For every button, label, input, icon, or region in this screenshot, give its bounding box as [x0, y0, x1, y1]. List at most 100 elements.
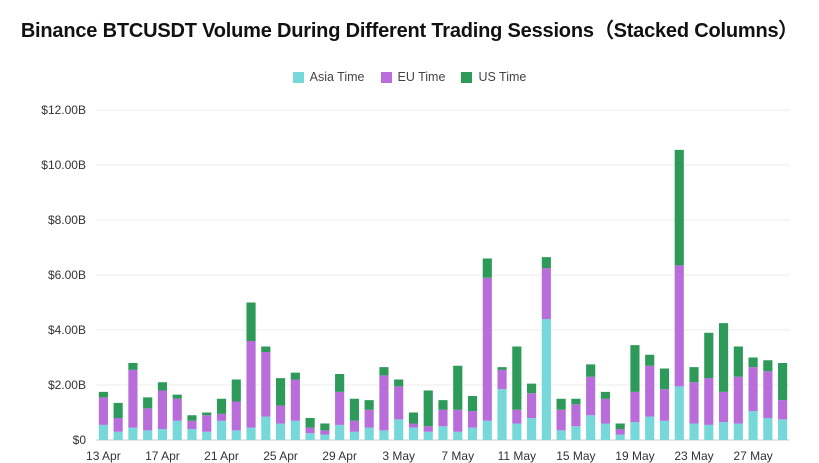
bar-segment-asia-time[interactable]: [541, 319, 551, 440]
bar-segment-eu-time[interactable]: [423, 426, 433, 432]
bar-segment-asia-time[interactable]: [364, 427, 374, 441]
bar-segment-eu-time[interactable]: [231, 401, 241, 431]
bar-segment-us-time[interactable]: [172, 394, 182, 399]
bar-segment-asia-time[interactable]: [187, 429, 197, 440]
bar-segment-us-time[interactable]: [202, 412, 212, 416]
bar-segment-asia-time[interactable]: [349, 431, 359, 440]
bar-segment-asia-time[interactable]: [290, 420, 300, 440]
bar-segment-us-time[interactable]: [541, 257, 551, 269]
bar-segment-eu-time[interactable]: [379, 375, 389, 431]
bar-segment-asia-time[interactable]: [615, 434, 625, 441]
bar-segment-eu-time[interactable]: [216, 413, 227, 421]
bar-segment-us-time[interactable]: [571, 398, 581, 405]
bar-segment-asia-time[interactable]: [689, 423, 699, 441]
bar-segment-asia-time[interactable]: [527, 418, 537, 440]
bar-segment-asia-time[interactable]: [157, 429, 168, 440]
bar-segment-asia-time[interactable]: [172, 420, 182, 440]
bar-segment-asia-time[interactable]: [423, 431, 433, 440]
bar-segment-asia-time[interactable]: [704, 424, 714, 441]
bar-segment-asia-time[interactable]: [453, 431, 463, 440]
bar-segment-eu-time[interactable]: [556, 409, 566, 431]
bar-segment-us-time[interactable]: [482, 258, 492, 278]
bar-segment-eu-time[interactable]: [172, 398, 182, 421]
bar-segment-us-time[interactable]: [349, 398, 359, 421]
bar-segment-us-time[interactable]: [143, 397, 153, 409]
bar-segment-eu-time[interactable]: [261, 352, 271, 417]
bar-segment-eu-time[interactable]: [541, 268, 551, 320]
bar-segment-us-time[interactable]: [379, 367, 389, 376]
bar-segment-eu-time[interactable]: [718, 391, 729, 423]
bar-segment-asia-time[interactable]: [98, 424, 108, 441]
bar-segment-eu-time[interactable]: [674, 265, 684, 387]
bar-segment-asia-time[interactable]: [674, 386, 684, 441]
bar-segment-us-time[interactable]: [556, 398, 566, 410]
bar-segment-asia-time[interactable]: [231, 430, 241, 441]
bar-segment-us-time[interactable]: [290, 372, 300, 380]
bar-segment-asia-time[interactable]: [438, 426, 448, 440]
bar-segment-us-time[interactable]: [157, 382, 168, 391]
bar-segment-asia-time[interactable]: [763, 418, 773, 440]
bar-segment-asia-time[interactable]: [586, 415, 596, 440]
bar-segment-asia-time[interactable]: [202, 431, 212, 440]
bar-segment-us-time[interactable]: [113, 402, 123, 419]
bar-segment-eu-time[interactable]: [349, 420, 359, 432]
bar-segment-us-time[interactable]: [231, 379, 241, 402]
bar-segment-eu-time[interactable]: [202, 415, 212, 432]
bar-segment-us-time[interactable]: [645, 354, 655, 366]
bar-segment-eu-time[interactable]: [689, 382, 699, 424]
bar-segment-eu-time[interactable]: [364, 409, 374, 428]
bar-segment-us-time[interactable]: [630, 345, 640, 392]
bar-segment-eu-time[interactable]: [630, 391, 640, 423]
bar-segment-us-time[interactable]: [615, 423, 625, 430]
bar-segment-eu-time[interactable]: [482, 277, 492, 421]
bar-segment-asia-time[interactable]: [394, 419, 404, 441]
bar-segment-eu-time[interactable]: [128, 369, 138, 428]
bar-segment-us-time[interactable]: [659, 368, 670, 390]
bar-segment-us-time[interactable]: [674, 149, 684, 266]
bar-segment-us-time[interactable]: [733, 346, 743, 377]
bar-segment-asia-time[interactable]: [659, 420, 670, 440]
bar-segment-eu-time[interactable]: [157, 390, 168, 430]
bar-segment-us-time[interactable]: [187, 415, 197, 421]
bar-segment-asia-time[interactable]: [467, 427, 478, 441]
bar-segment-asia-time[interactable]: [718, 422, 729, 441]
bar-segment-us-time[interactable]: [763, 360, 773, 372]
bar-segment-asia-time[interactable]: [630, 422, 640, 441]
bar-segment-asia-time[interactable]: [482, 420, 492, 440]
bar-segment-us-time[interactable]: [98, 391, 108, 398]
bar-segment-us-time[interactable]: [320, 423, 330, 431]
bar-segment-asia-time[interactable]: [320, 434, 330, 441]
bar-segment-us-time[interactable]: [438, 400, 448, 410]
bar-segment-eu-time[interactable]: [467, 411, 478, 428]
bar-segment-eu-time[interactable]: [143, 408, 153, 431]
bar-segment-us-time[interactable]: [335, 374, 345, 392]
bar-segment-us-time[interactable]: [527, 383, 537, 394]
bar-segment-eu-time[interactable]: [615, 429, 625, 435]
bar-segment-eu-time[interactable]: [394, 386, 404, 420]
bar-segment-us-time[interactable]: [748, 357, 758, 368]
bar-segment-us-time[interactable]: [497, 367, 507, 370]
bar-segment-us-time[interactable]: [261, 346, 271, 353]
bar-segment-asia-time[interactable]: [556, 430, 566, 441]
bar-segment-us-time[interactable]: [394, 379, 404, 387]
bar-segment-asia-time[interactable]: [128, 427, 138, 441]
bar-segment-us-time[interactable]: [246, 302, 256, 342]
bar-segment-eu-time[interactable]: [113, 418, 123, 432]
bar-segment-us-time[interactable]: [704, 332, 714, 379]
bar-segment-us-time[interactable]: [423, 390, 433, 427]
bar-segment-us-time[interactable]: [689, 367, 699, 383]
bar-segment-eu-time[interactable]: [600, 398, 610, 424]
bar-segment-asia-time[interactable]: [379, 430, 389, 441]
bar-segment-eu-time[interactable]: [586, 376, 596, 416]
legend-item-asia-time[interactable]: Asia Time: [292, 70, 365, 84]
bar-segment-asia-time[interactable]: [305, 433, 315, 441]
bar-segment-us-time[interactable]: [778, 363, 788, 401]
bar-segment-asia-time[interactable]: [748, 411, 758, 441]
bar-segment-us-time[interactable]: [216, 398, 227, 414]
bar-segment-eu-time[interactable]: [305, 427, 315, 434]
bar-segment-eu-time[interactable]: [276, 405, 286, 424]
bar-segment-asia-time[interactable]: [261, 416, 271, 441]
bar-segment-us-time[interactable]: [512, 346, 522, 410]
bar-segment-asia-time[interactable]: [246, 427, 256, 441]
bar-segment-us-time[interactable]: [305, 418, 315, 428]
